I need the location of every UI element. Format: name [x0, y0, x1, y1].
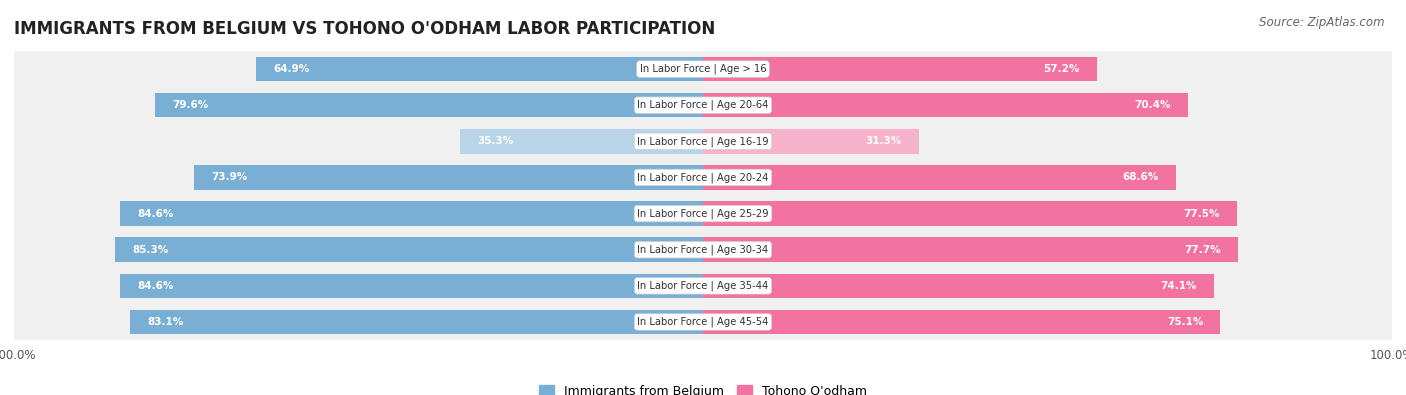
Bar	[703, 237, 1239, 262]
Text: Source: ZipAtlas.com: Source: ZipAtlas.com	[1260, 16, 1385, 29]
Text: 73.9%: 73.9%	[211, 173, 247, 182]
Text: 70.4%: 70.4%	[1135, 100, 1171, 110]
Text: 31.3%: 31.3%	[865, 136, 901, 146]
Text: 77.5%: 77.5%	[1184, 209, 1219, 218]
Text: In Labor Force | Age 20-24: In Labor Force | Age 20-24	[637, 172, 769, 183]
Bar	[14, 51, 1392, 87]
Text: In Labor Force | Age 30-34: In Labor Force | Age 30-34	[637, 245, 769, 255]
Text: 84.6%: 84.6%	[138, 209, 174, 218]
Legend: Immigrants from Belgium, Tohono O'odham: Immigrants from Belgium, Tohono O'odham	[534, 380, 872, 395]
Bar	[194, 165, 703, 190]
Bar	[703, 57, 1097, 81]
Bar	[703, 274, 1213, 298]
Text: 79.6%: 79.6%	[172, 100, 208, 110]
Bar	[14, 268, 1392, 304]
Text: 77.7%: 77.7%	[1184, 245, 1220, 255]
Bar	[14, 196, 1392, 231]
Bar	[703, 201, 1237, 226]
Bar	[703, 93, 1188, 117]
Text: In Labor Force | Age 16-19: In Labor Force | Age 16-19	[637, 136, 769, 147]
Bar	[115, 237, 703, 262]
Text: In Labor Force | Age 45-54: In Labor Force | Age 45-54	[637, 317, 769, 327]
Text: 84.6%: 84.6%	[138, 281, 174, 291]
Text: 68.6%: 68.6%	[1122, 173, 1159, 182]
Text: 64.9%: 64.9%	[273, 64, 309, 74]
Text: 83.1%: 83.1%	[148, 317, 184, 327]
Bar	[120, 201, 703, 226]
Bar	[14, 231, 1392, 268]
Bar	[703, 310, 1220, 334]
Bar	[703, 129, 918, 154]
Bar	[14, 87, 1392, 123]
Text: In Labor Force | Age 25-29: In Labor Force | Age 25-29	[637, 208, 769, 219]
Bar	[131, 310, 703, 334]
Text: In Labor Force | Age 35-44: In Labor Force | Age 35-44	[637, 280, 769, 291]
Text: 35.3%: 35.3%	[477, 136, 513, 146]
Bar	[703, 165, 1175, 190]
Bar	[14, 304, 1392, 340]
Text: In Labor Force | Age 20-64: In Labor Force | Age 20-64	[637, 100, 769, 111]
Bar	[155, 93, 703, 117]
Text: In Labor Force | Age > 16: In Labor Force | Age > 16	[640, 64, 766, 74]
Text: IMMIGRANTS FROM BELGIUM VS TOHONO O'ODHAM LABOR PARTICIPATION: IMMIGRANTS FROM BELGIUM VS TOHONO O'ODHA…	[14, 19, 716, 38]
Text: 85.3%: 85.3%	[132, 245, 169, 255]
Bar	[14, 160, 1392, 196]
Text: 74.1%: 74.1%	[1160, 281, 1197, 291]
Text: 57.2%: 57.2%	[1043, 64, 1080, 74]
Bar	[120, 274, 703, 298]
Text: 75.1%: 75.1%	[1167, 317, 1204, 327]
Bar	[14, 123, 1392, 160]
Bar	[460, 129, 703, 154]
Bar	[256, 57, 703, 81]
